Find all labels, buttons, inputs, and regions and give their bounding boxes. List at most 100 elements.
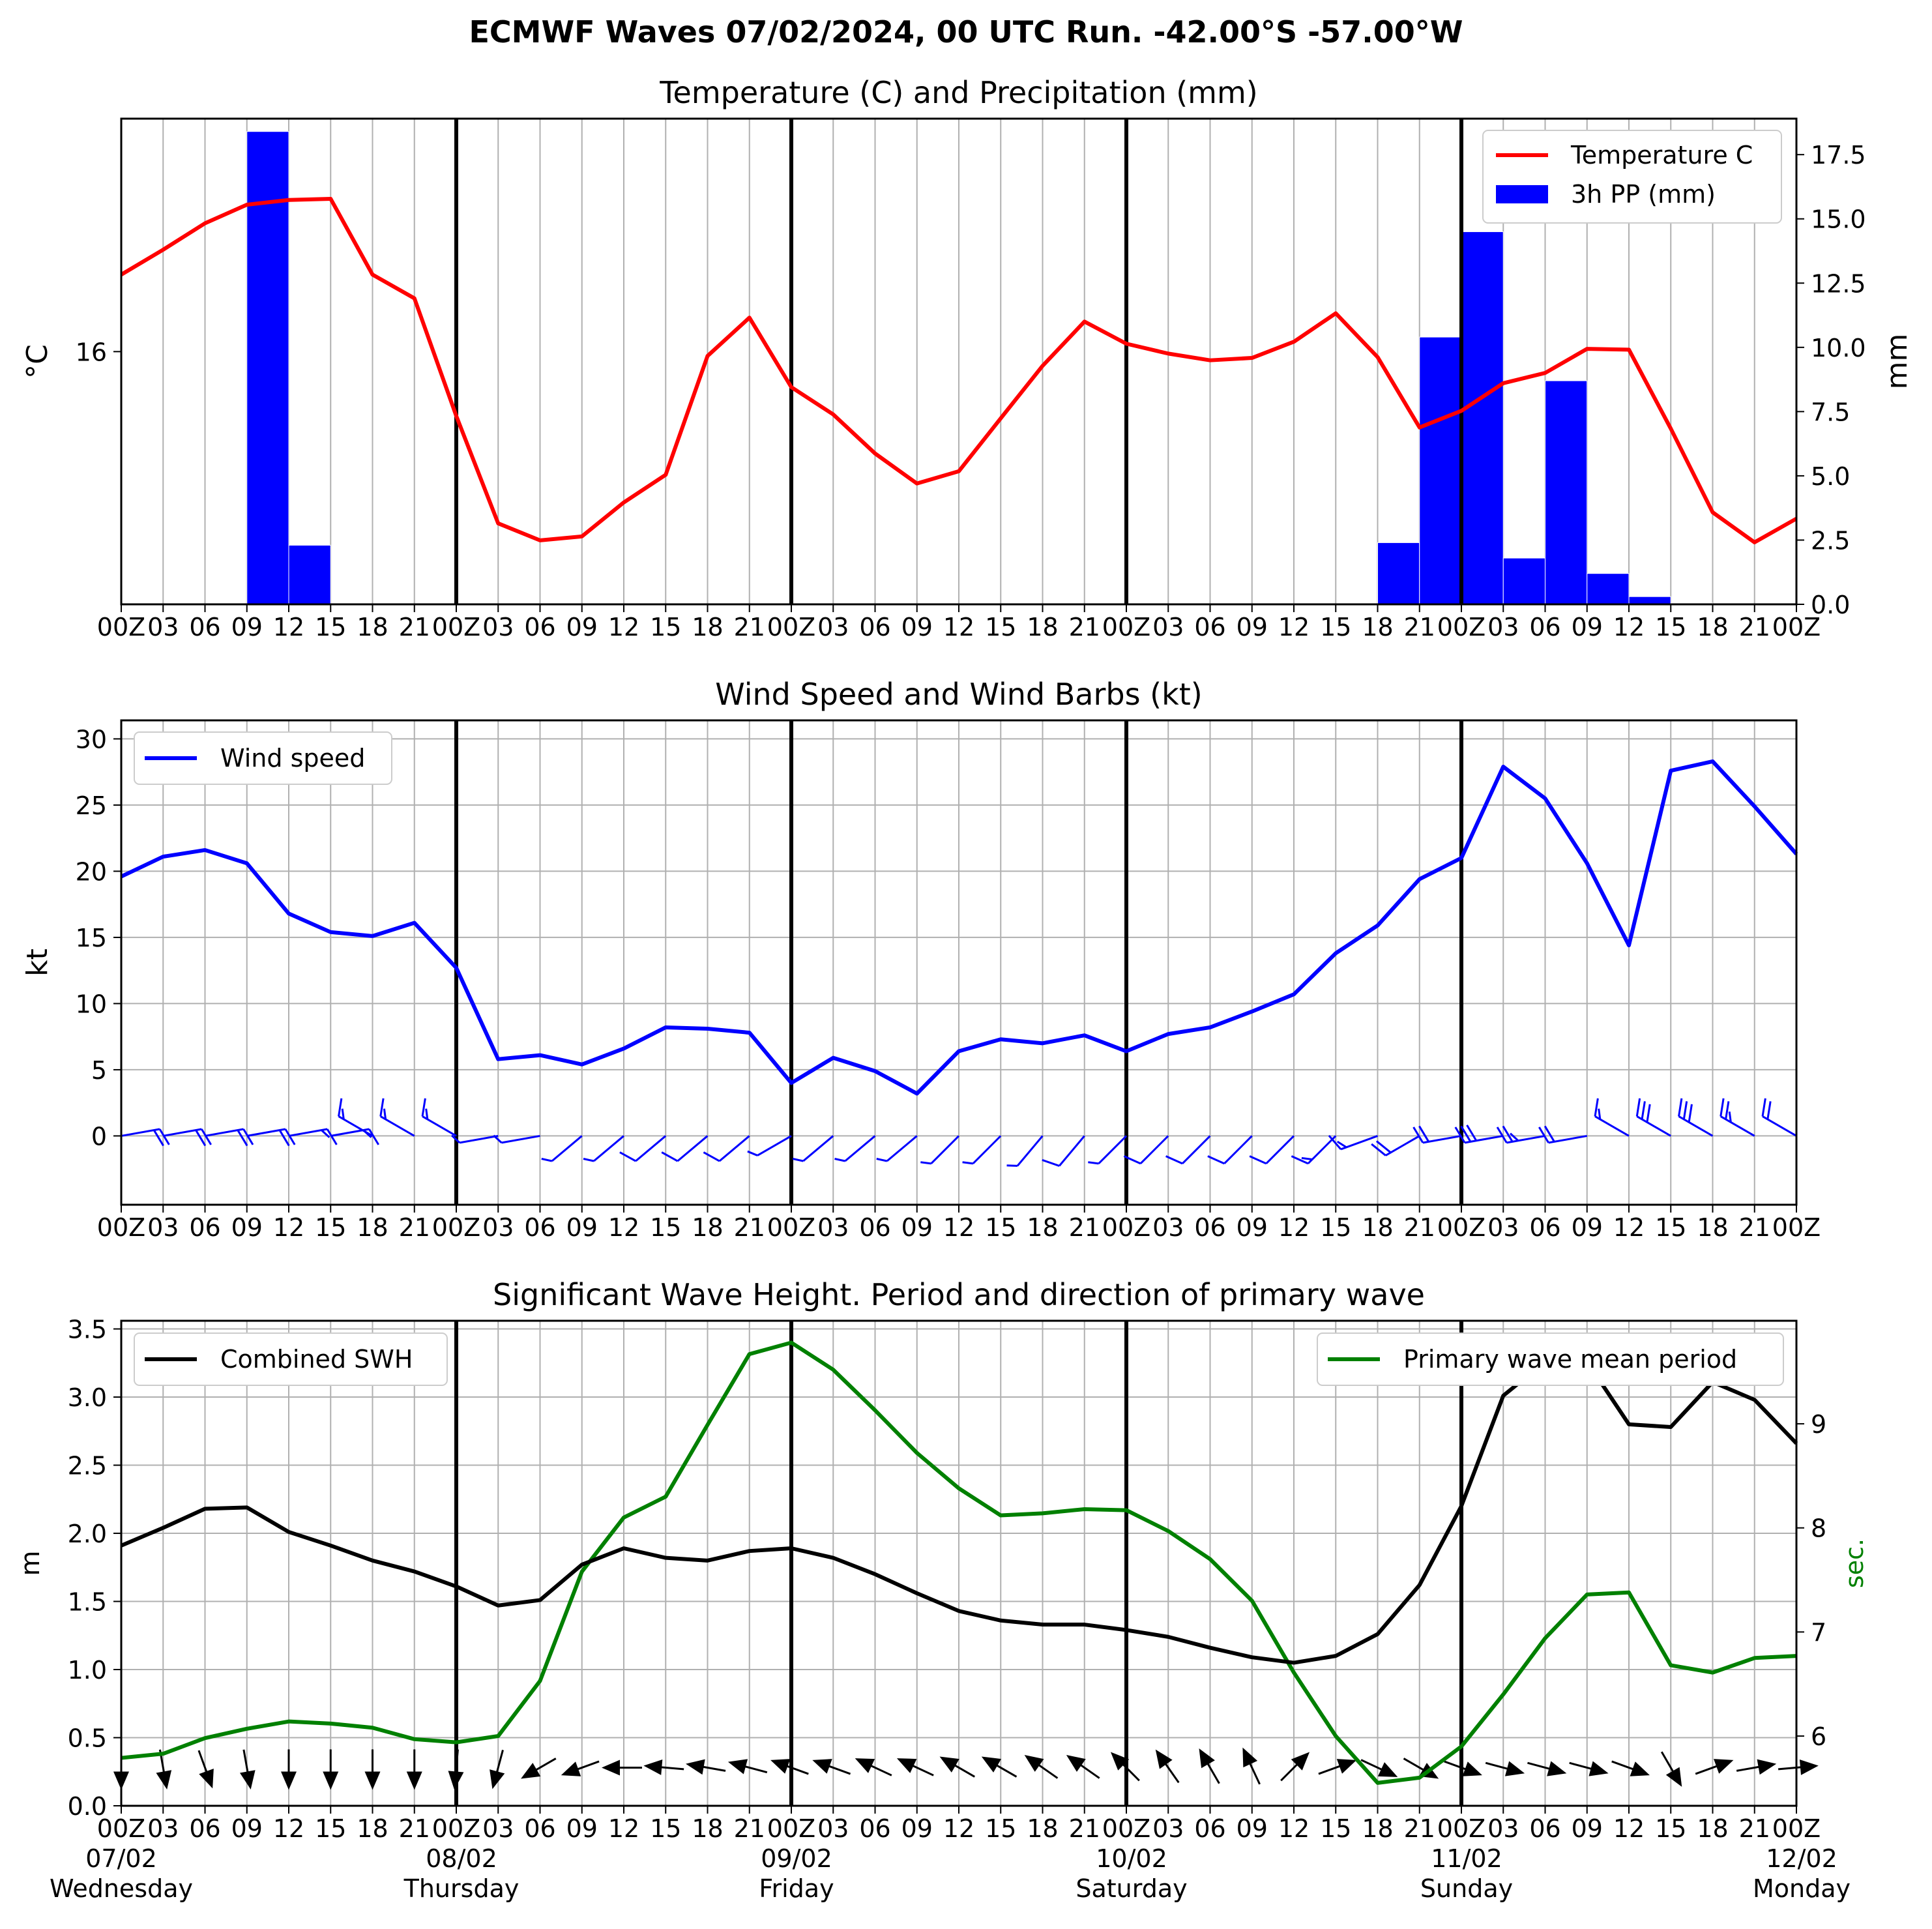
wave-direction-arrowhead: [323, 1771, 338, 1789]
x-tick-label: 12: [1613, 613, 1645, 641]
x-tick-label: 21: [1739, 1814, 1770, 1843]
x-tick-label: 03: [817, 613, 849, 641]
x-tick-label: 21: [1069, 613, 1100, 641]
wind-barb-flag: [1721, 1098, 1723, 1117]
wave-direction-arrowhead: [770, 1759, 790, 1774]
x-tick-label: 00Z: [97, 613, 145, 641]
wind-barb-staff: [845, 1136, 875, 1161]
x-tick-label: 03: [1487, 1213, 1519, 1242]
x-tick-label: 12: [943, 1213, 974, 1242]
y2-tick-label: 0.0: [1811, 591, 1850, 619]
wind-barb-staff: [803, 1136, 833, 1161]
main-title: ECMWF Waves 07/02/2024, 00 UTC Run. -42.…: [0, 14, 1932, 50]
wind-barb-flag: [1689, 1104, 1691, 1123]
y2-tick-label: 10.0: [1811, 334, 1866, 362]
wind-barb-flag: [339, 1098, 342, 1117]
x-tick-label: 09: [231, 1213, 263, 1242]
x-tick-label: 03: [482, 1814, 514, 1843]
wind-barb-staff: [720, 1136, 750, 1161]
x-tick-label: 03: [482, 613, 514, 641]
x-tick-label: 12: [943, 1814, 974, 1843]
x-tick-label: 09: [1237, 1814, 1268, 1843]
day-weekday-label: Saturday: [1076, 1874, 1187, 1903]
x-tick-label: 03: [1487, 613, 1519, 641]
x-tick-label: 03: [1152, 613, 1184, 641]
x-tick-label: 06: [1194, 1213, 1225, 1242]
x-tick-label: 18: [1027, 1213, 1058, 1242]
x-tick-label: 06: [859, 613, 890, 641]
y-tick-label: 30: [76, 725, 107, 754]
y2-tick-label: 2.5: [1811, 526, 1850, 555]
x-tick-label: 21: [1069, 1814, 1100, 1843]
x-tick-label: 00Z: [1437, 613, 1486, 641]
x-tick-label: 21: [399, 1814, 430, 1843]
x-tick-label: 18: [1362, 1814, 1393, 1843]
day-weekday-label: Friday: [759, 1874, 834, 1903]
x-tick-label: 15: [1655, 1213, 1686, 1242]
x-tick-label: 15: [1320, 613, 1351, 641]
x-tick-label: 15: [1320, 1814, 1351, 1843]
x-tick-label: 18: [1027, 613, 1058, 641]
x-tick-label: 09: [566, 613, 598, 641]
wave-direction-arrowhead: [1463, 1761, 1482, 1776]
x-tick-label: 18: [1697, 613, 1728, 641]
x-tick-label: 12: [273, 613, 304, 641]
y-tick-label: 2.0: [68, 1520, 107, 1548]
x-tick-label: 09: [901, 1213, 933, 1242]
x-tick-label: 21: [1404, 613, 1435, 641]
day-weekday-label: Thursday: [403, 1874, 520, 1903]
x-tick-label: 03: [817, 1814, 849, 1843]
y-tick-label: 20: [76, 857, 107, 886]
precip-bar: [1503, 558, 1545, 604]
x-tick-label: 21: [1739, 1213, 1770, 1242]
wind-barb-staff: [678, 1136, 708, 1161]
x-tick-label: 06: [1529, 1814, 1560, 1843]
legend-swh: Combined SWH: [134, 1333, 447, 1385]
wave-direction-arrowhead: [521, 1763, 540, 1778]
x-tick-label: 00Z: [432, 1213, 480, 1242]
x-tick-label: 18: [1697, 1213, 1728, 1242]
x-tick-label: 03: [482, 1213, 514, 1242]
x-tick-label: 00Z: [1102, 1213, 1150, 1242]
wind-barb-staff: [1224, 1136, 1251, 1163]
x-tick-label: 00Z: [767, 1213, 815, 1242]
day-weekday-label: Sunday: [1420, 1874, 1513, 1903]
wind-barb-staff: [636, 1136, 666, 1161]
x-tick-label: 15: [1655, 613, 1686, 641]
x-tick-label: 00Z: [1772, 1213, 1821, 1242]
x-tick-label: 06: [1194, 613, 1225, 641]
x-tick-label: 18: [692, 1213, 723, 1242]
x-tick-label: 18: [1362, 1213, 1393, 1242]
wind-barb-flag: [1763, 1098, 1765, 1117]
x-tick-label: 03: [1487, 1814, 1519, 1843]
wave-direction-arrowhead: [561, 1761, 581, 1776]
y-tick-label: 0.5: [68, 1724, 107, 1753]
legend-wind: Wind speed: [134, 732, 392, 784]
y-axis-label-temperature: °C: [21, 344, 54, 379]
wave-direction-arrowhead: [1025, 1755, 1044, 1772]
wave-direction-arrowhead: [1757, 1760, 1777, 1775]
x-tick-label: 09: [1572, 1814, 1603, 1843]
y-tick-label: 15: [76, 924, 107, 952]
x-tick-label: 09: [901, 1814, 933, 1843]
wave-direction-arrowhead: [1505, 1761, 1525, 1776]
wind-barb-flag: [1768, 1101, 1770, 1119]
day-date-label: 11/02: [1431, 1844, 1502, 1873]
x-tick-label: 03: [147, 1814, 179, 1843]
y-tick-label: 2.5: [68, 1452, 107, 1480]
wave-direction-arrowhead: [643, 1760, 662, 1775]
y-tick-label: 0: [91, 1122, 107, 1151]
panel-title-wind: Wind Speed and Wind Barbs (kt): [715, 677, 1202, 712]
legend-temperature: Temperature C3h PP (mm): [1483, 130, 1781, 223]
wave-direction-arrowhead: [490, 1769, 505, 1789]
wind-barb-flag: [1642, 1101, 1645, 1119]
x-tick-label: 03: [817, 1213, 849, 1242]
day-date-label: 10/02: [1096, 1844, 1167, 1873]
y2-tick-label: 5.0: [1811, 462, 1850, 491]
x-tick-label: 00Z: [97, 1213, 145, 1242]
wave-direction-arrowhead: [1066, 1755, 1086, 1772]
x-tick-label: 06: [189, 1213, 220, 1242]
wind-barb-staff: [887, 1136, 917, 1161]
wind-barb-flag: [1595, 1098, 1598, 1117]
